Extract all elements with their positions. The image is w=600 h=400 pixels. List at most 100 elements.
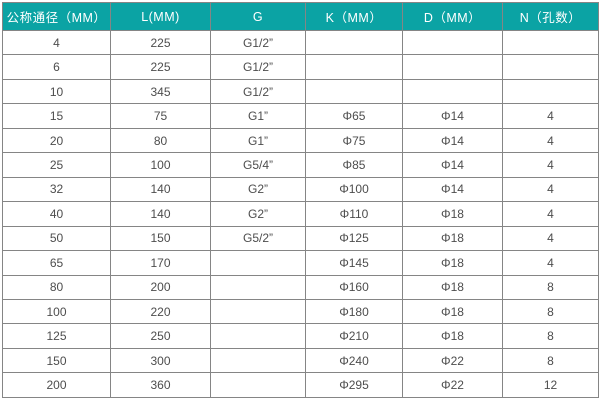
table-cell bbox=[502, 78, 599, 105]
table-cell bbox=[210, 323, 306, 349]
table-cell: 4 bbox=[2, 29, 111, 56]
table-cell: Φ18 bbox=[402, 298, 503, 325]
table-cell: 32 bbox=[2, 176, 111, 203]
table-cell: Φ295 bbox=[305, 372, 403, 398]
table-cell: Φ14 bbox=[402, 127, 503, 154]
table-cell bbox=[210, 372, 306, 398]
table-cell: 50 bbox=[2, 225, 111, 252]
table-cell: 20 bbox=[2, 127, 111, 154]
table-cell: Φ14 bbox=[402, 176, 503, 203]
table-cell: 75 bbox=[110, 103, 211, 129]
table-body: 4 225 G1/2” 6 225 G1/2” 10 345 G1/2” 15 75 G1” Φ65 Φ1… bbox=[2, 29, 599, 398]
table-cell: 8 bbox=[502, 323, 599, 349]
table-cell: 12 bbox=[502, 372, 599, 398]
table-cell: G1” bbox=[210, 127, 306, 154]
table-cell: Φ18 bbox=[402, 323, 503, 349]
header-cell: G bbox=[210, 2, 306, 31]
table-cell: 4 bbox=[502, 176, 599, 203]
header-row: 公称通径（MM） L(MM) G K（MM） D（MM） N（孔数） bbox=[2, 2, 599, 31]
table-cell: Φ125 bbox=[305, 225, 403, 252]
table-cell: 125 bbox=[2, 323, 111, 349]
table-cell: 4 bbox=[502, 127, 599, 154]
table-cell: 40 bbox=[2, 201, 111, 227]
table-row: 40 140 G2” Φ110 Φ18 4 bbox=[2, 201, 599, 227]
table-cell: Φ65 bbox=[305, 103, 403, 129]
table-cell: 80 bbox=[110, 127, 211, 154]
table-cell: 4 bbox=[502, 152, 599, 178]
header-cell: L(MM) bbox=[110, 2, 211, 31]
table-cell: Φ110 bbox=[305, 201, 403, 227]
table-row: 15 75 G1” Φ65 Φ14 4 bbox=[2, 103, 599, 129]
table-row: 50 150 G5/2” Φ125 Φ18 4 bbox=[2, 225, 599, 252]
table-row: 100 220 Φ180 Φ18 8 bbox=[2, 298, 599, 325]
table-row: 80 200 Φ160 Φ18 8 bbox=[2, 274, 599, 300]
header-cell: D（MM） bbox=[402, 2, 503, 31]
table-cell: 360 bbox=[110, 372, 211, 398]
table-row: 200 360 Φ295 Φ22 12 bbox=[2, 372, 599, 398]
table-cell: 140 bbox=[110, 176, 211, 203]
table-head: 公称通径（MM） L(MM) G K（MM） D（MM） N（孔数） bbox=[2, 2, 599, 31]
table-row: 4 225 G1/2” bbox=[2, 29, 599, 56]
table-cell: Φ75 bbox=[305, 127, 403, 154]
table-cell: Φ14 bbox=[402, 103, 503, 129]
table-cell: G1/2” bbox=[210, 78, 306, 105]
table-row: 32 140 G2” Φ100 Φ14 4 bbox=[2, 176, 599, 203]
table-cell bbox=[210, 298, 306, 325]
table-cell: 10 bbox=[2, 78, 111, 105]
table-row: 65 170 Φ145 Φ18 4 bbox=[2, 250, 599, 276]
table-row: 150 300 Φ240 Φ22 8 bbox=[2, 347, 599, 374]
table-cell bbox=[402, 54, 503, 80]
table-cell: 6 bbox=[2, 54, 111, 80]
table-cell: 65 bbox=[2, 250, 111, 276]
table-row: 20 80 G1” Φ75 Φ14 4 bbox=[2, 127, 599, 154]
table-cell bbox=[502, 29, 599, 56]
table-cell: Φ18 bbox=[402, 250, 503, 276]
header-cell: N（孔数） bbox=[502, 2, 599, 31]
table-cell: 250 bbox=[110, 323, 211, 349]
table-cell: 200 bbox=[2, 372, 111, 398]
table-cell bbox=[210, 347, 306, 374]
table-cell: 220 bbox=[110, 298, 211, 325]
table-cell: Φ85 bbox=[305, 152, 403, 178]
header-cell: K（MM） bbox=[305, 2, 403, 31]
table-cell: 200 bbox=[110, 274, 211, 300]
table-cell: 100 bbox=[110, 152, 211, 178]
table-cell: 8 bbox=[502, 298, 599, 325]
table-cell: 150 bbox=[110, 225, 211, 252]
header-cell: 公称通径（MM） bbox=[2, 2, 111, 31]
table-cell bbox=[305, 54, 403, 80]
table-cell: 4 bbox=[502, 250, 599, 276]
table-cell: Φ240 bbox=[305, 347, 403, 374]
table-cell: Φ160 bbox=[305, 274, 403, 300]
table-cell: Φ14 bbox=[402, 152, 503, 178]
table-cell: Φ22 bbox=[402, 372, 503, 398]
table-row: 6 225 G1/2” bbox=[2, 54, 599, 80]
table-cell: 170 bbox=[110, 250, 211, 276]
table-cell: 150 bbox=[2, 347, 111, 374]
table-cell bbox=[502, 54, 599, 80]
table-cell: 4 bbox=[502, 225, 599, 252]
table-cell: G5/2” bbox=[210, 225, 306, 252]
table-cell: 300 bbox=[110, 347, 211, 374]
table-cell: 8 bbox=[502, 347, 599, 374]
table-cell: Φ180 bbox=[305, 298, 403, 325]
table-cell: G1/2” bbox=[210, 29, 306, 56]
table-cell bbox=[210, 250, 306, 276]
table-cell: G1/2” bbox=[210, 54, 306, 80]
table-cell: Φ145 bbox=[305, 250, 403, 276]
table-cell: Φ210 bbox=[305, 323, 403, 349]
table-cell: 4 bbox=[502, 103, 599, 129]
table-row: 25 100 G5/4” Φ85 Φ14 4 bbox=[2, 152, 599, 178]
table-cell: G5/4” bbox=[210, 152, 306, 178]
table-cell: Φ18 bbox=[402, 274, 503, 300]
table-cell: Φ100 bbox=[305, 176, 403, 203]
table-cell: 140 bbox=[110, 201, 211, 227]
table-cell bbox=[305, 29, 403, 56]
table-cell: G2” bbox=[210, 176, 306, 203]
table-cell: 25 bbox=[2, 152, 111, 178]
table-cell: 225 bbox=[110, 29, 211, 56]
table-cell: G2” bbox=[210, 201, 306, 227]
table-cell bbox=[402, 78, 503, 105]
table-cell: 80 bbox=[2, 274, 111, 300]
